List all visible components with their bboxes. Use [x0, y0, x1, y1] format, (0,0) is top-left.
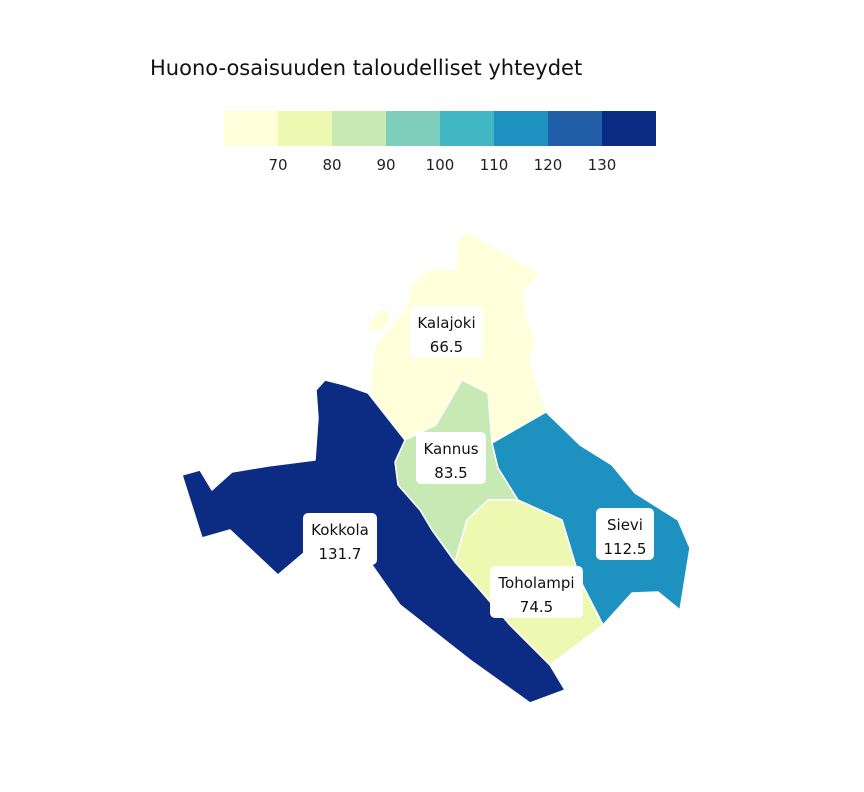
region-kalajoki-islet[interactable] — [367, 307, 391, 333]
legend-swatch — [278, 111, 332, 146]
region-value: 66.5 — [430, 338, 463, 356]
label-sievi: Sievi 112.5 — [596, 508, 654, 560]
label-kokkola: Kokkola 131.7 — [303, 513, 377, 565]
region-labels: Kalajoki 66.5 Kannus 83.5 Kokkola 131.7 … — [303, 306, 654, 618]
legend-tick-label: 90 — [376, 156, 395, 174]
legend-tick-label: 120 — [534, 156, 563, 174]
region-value: 83.5 — [434, 464, 467, 482]
label-box — [410, 306, 483, 358]
legend-swatch — [548, 111, 602, 146]
region-name: Kokkola — [311, 521, 369, 539]
region-value: 74.5 — [520, 598, 553, 616]
legend-swatch — [332, 111, 386, 146]
label-box — [596, 508, 654, 560]
region-name: Kannus — [423, 440, 478, 458]
legend-tick-label: 70 — [268, 156, 287, 174]
legend-swatch — [440, 111, 494, 146]
legend-tick-label: 110 — [480, 156, 509, 174]
legend-swatch — [494, 111, 548, 146]
legend-tick-label: 130 — [588, 156, 617, 174]
label-kannus: Kannus 83.5 — [416, 432, 486, 484]
label-box — [303, 513, 377, 565]
legend-swatch — [386, 111, 440, 146]
label-box — [490, 566, 583, 618]
legend-swatch — [602, 111, 656, 146]
label-kalajoki: Kalajoki 66.5 — [410, 306, 483, 358]
region-name: Sievi — [607, 516, 643, 534]
map-title: Huono-osaisuuden taloudelliset yhteydet — [150, 56, 583, 80]
legend-swatch — [224, 111, 278, 146]
legend-tick-label: 80 — [322, 156, 341, 174]
legend-tick-label: 100 — [426, 156, 455, 174]
region-value: 112.5 — [604, 540, 647, 558]
region-value: 131.7 — [319, 545, 362, 563]
region-name: Kalajoki — [417, 314, 475, 332]
label-toholampi: Toholampi 74.5 — [490, 566, 583, 618]
color-legend: 70 80 90 100 110 120 130 — [224, 111, 656, 174]
label-box — [416, 432, 486, 484]
region-name: Toholampi — [497, 574, 574, 592]
